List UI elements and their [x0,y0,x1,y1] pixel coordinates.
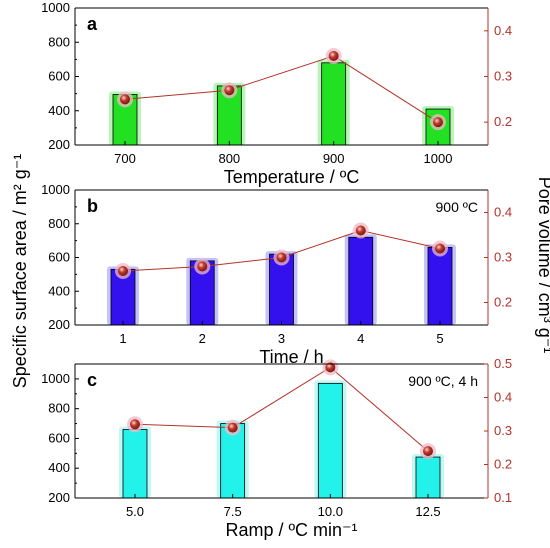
panel-annotation: 900 ºC, 4 h [408,373,478,389]
right-tick-label: 0.5 [494,356,512,371]
panel-b: 200 400 600 800 1000 0.2 0.3 0.4 1 2 3 4 5 Time / h b 9… [41,182,512,367]
pore-volume-line [124,55,439,123]
left-axis-title: Specific surface area / m² g⁻¹ [10,154,30,389]
bar [189,260,215,326]
bar [220,423,246,499]
panel-letter: a [87,14,98,34]
left-tick-label: 200 [48,317,70,332]
panel-a: 200 400 600 800 1000 0.2 0.3 0.4 700 800 900 1000 Te… [41,0,512,187]
x-axis-title: Ramp / ºC min⁻¹ [225,520,357,540]
right-tick-label: 0.2 [494,457,512,472]
bar [321,62,347,146]
pore-volume-point [355,225,366,236]
right-axis-title: Pore volume / cm³ g⁻¹ [535,177,550,354]
right-tick-label: 0.4 [494,205,512,220]
bar [317,382,343,499]
bar [348,236,374,326]
right-tick-label: 0.2 [494,114,512,129]
pore-volume-line [134,366,429,452]
right-tick-label: 0.3 [494,250,512,265]
right-tick-label: 0.4 [494,23,512,38]
left-tick-label: 200 [48,137,70,152]
pore-volume-point [435,243,445,254]
bar [415,456,441,499]
x-axis-title: Time / h [259,347,323,367]
right-tick-label: 0.3 [494,423,512,438]
x-tick-label: 7.5 [224,504,242,519]
pore-volume-point [130,419,140,430]
pore-volume-point [433,117,443,128]
right-tick-label: 0.3 [494,69,512,84]
panel-annotation: 900 ºC [436,199,478,215]
x-tick-label: 2 [199,331,206,346]
pore-volume-point [118,266,128,276]
pore-volume-point [227,422,238,433]
left-tick-label: 600 [48,250,70,265]
left-tick-label: 1000 [41,182,70,197]
left-tick-label: 400 [48,460,70,475]
pore-volume-point [328,50,339,61]
left-tick-label: 1000 [41,0,70,15]
left-tick-label: 200 [48,490,70,505]
left-tick-label: 400 [48,283,70,298]
pore-volume-point [224,85,235,96]
x-tick-label: 700 [114,151,136,166]
bar [427,246,453,326]
left-tick-label: 800 [48,401,70,416]
x-tick-label: 5 [436,331,443,346]
left-tick-label: 1000 [41,371,70,386]
x-tick-label: 4 [357,331,364,346]
panel-letter: c [87,370,97,390]
left-tick-label: 800 [48,216,70,231]
x-tick-label: 800 [218,151,240,166]
x-tick-label: 12.5 [415,504,440,519]
panel-c: 200 400 600 800 1000 0.1 0.2 0.3 0.4 0.5 5.0 7.5 10.… [41,356,512,540]
x-tick-label: 3 [278,331,285,346]
left-tick-label: 600 [48,430,70,445]
bar [122,429,148,499]
pore-volume-point [423,446,433,457]
left-tick-label: 800 [48,34,70,49]
x-axis-title: Temperature / ºC [224,167,360,187]
pore-volume-point [325,362,336,373]
right-tick-label: 0.4 [494,390,512,405]
pore-volume-point [197,261,208,272]
x-tick-label: 900 [323,151,345,166]
x-tick-label: 10.0 [318,504,343,519]
pore-volume-point [120,94,130,105]
x-tick-label: 1 [119,331,126,346]
left-tick-label: 600 [48,69,70,84]
right-tick-label: 0.1 [494,490,512,505]
left-tick-label: 400 [48,103,70,118]
x-tick-label: 5.0 [126,504,144,519]
x-tick-label: 1000 [424,151,453,166]
right-tick-label: 0.2 [494,295,512,310]
pore-volume-point [276,252,287,263]
panel-letter: b [87,196,98,216]
